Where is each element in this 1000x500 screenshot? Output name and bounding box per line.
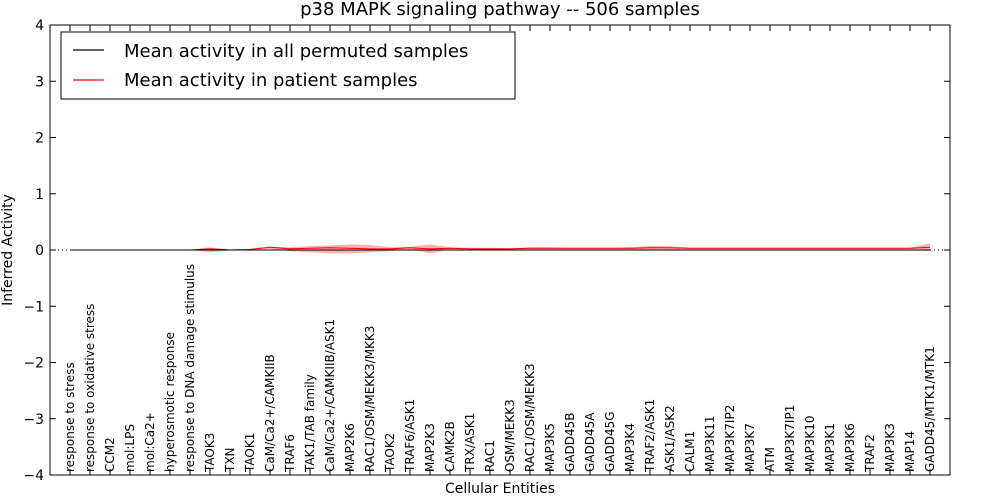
x-tick-label: ASK1/ASK2 — [663, 405, 677, 472]
x-tick-label: TRX/ASK1 — [463, 413, 477, 473]
y-tick-label: −2 — [23, 356, 44, 372]
x-tick-label: TAK1/TAB family — [303, 374, 317, 473]
x-tick-label: MAP3K7IP2 — [723, 405, 737, 472]
x-tick-label: MAP3K7IP1 — [783, 405, 797, 472]
x-tick-label: response to oxidative stress — [83, 304, 97, 472]
chart-title: p38 MAPK signaling pathway -- 506 sample… — [300, 0, 700, 20]
x-tick-label: MAP3K7 — [743, 423, 757, 472]
x-tick-label: MAP2K6 — [343, 423, 357, 472]
x-tick-label: ATM — [763, 447, 777, 472]
x-tick-label: MAP3K11 — [703, 415, 717, 472]
x-tick-label: TRAF2 — [863, 434, 877, 473]
x-tick-label: GADD45B — [563, 413, 577, 473]
x-tick-label: TAOK1 — [243, 433, 257, 473]
legend-box — [60, 31, 516, 100]
x-tick-label: CaM/Ca2+/CAMKIIB/ASK1 — [323, 319, 337, 472]
y-tick-label: −1 — [23, 299, 44, 315]
x-tick-label: hyperosmotic response — [163, 332, 177, 472]
x-tick-label: MAP14 — [903, 431, 917, 472]
x-tick-label: GADD45/MTK1/MTK1 — [923, 346, 937, 472]
x-tick-label: MAP3K10 — [803, 415, 817, 472]
x-tick-label: RAC1/OSM/MEKK3/MKK3 — [363, 326, 377, 472]
x-tick-label: MAP3K3 — [883, 423, 897, 472]
x-tick-label: CaM/Ca2+/CAMKIIB — [263, 354, 277, 472]
x-tick-label: CALM1 — [683, 431, 697, 472]
x-tick-label: CAMK2B — [443, 421, 457, 472]
x-tick-label: MAP3K5 — [543, 423, 557, 472]
x-tick-label: response to DNA damage stimulus — [183, 264, 197, 472]
x-tick-label: OSM/MEKK3 — [503, 399, 517, 472]
legend-label-patient: Mean activity in patient samples — [124, 70, 418, 91]
y-tick-label: −3 — [23, 412, 44, 428]
x-tick-label: MAP2K3 — [423, 423, 437, 472]
series-line-patient — [70, 246, 931, 251]
y-tick-label: 3 — [35, 74, 44, 90]
legend-label-permuted: Mean activity in all permuted samples — [124, 41, 468, 62]
x-tick-label: MAP3K4 — [623, 423, 637, 472]
y-tick-label: 2 — [35, 131, 44, 147]
x-axis-label: Cellular Entities — [445, 481, 555, 497]
x-tick-label: RAC1/OSM/MEKK3 — [523, 363, 537, 472]
y-tick-label: −4 — [23, 468, 44, 484]
y-tick-label: 0 — [35, 243, 44, 259]
y-tick-label: 4 — [35, 18, 44, 34]
x-tick-label: MAP3K1 — [823, 423, 837, 472]
x-tick-label: mol:Ca2+ — [143, 412, 157, 472]
x-tick-label: response to stress — [63, 362, 77, 472]
x-tick-label: GADD45A — [583, 412, 597, 472]
x-tick-label: MAP3K6 — [843, 423, 857, 472]
x-tick-label: TXN — [223, 447, 237, 473]
x-tick-label: TAOK2 — [383, 433, 397, 473]
x-tick-label: CCM2 — [103, 437, 117, 472]
x-tick-label: TRAF6 — [283, 434, 297, 473]
x-tick-label: TAOK3 — [203, 433, 217, 473]
y-axis-label: Inferred Activity — [0, 194, 16, 306]
x-tick-label: RAC1 — [483, 440, 497, 472]
x-tick-label: TRAF6/ASK1 — [403, 399, 417, 473]
x-tick-label: TRAF2/ASK1 — [643, 399, 657, 473]
x-tick-label: mol:LPS — [123, 424, 137, 472]
legend: Mean activity in all permuted samples Me… — [60, 31, 516, 100]
y-tick-label: 1 — [35, 187, 44, 203]
x-tick-label: GADD45G — [603, 411, 617, 472]
patient-band — [70, 243, 930, 254]
